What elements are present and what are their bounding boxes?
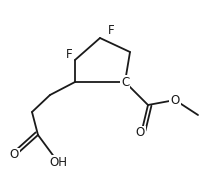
Text: OH: OH <box>49 156 67 169</box>
Text: F: F <box>65 48 72 61</box>
Text: F: F <box>108 23 115 36</box>
Text: C: C <box>121 76 129 89</box>
Text: O: O <box>170 94 180 107</box>
Text: O: O <box>9 148 19 162</box>
Text: O: O <box>135 126 145 139</box>
